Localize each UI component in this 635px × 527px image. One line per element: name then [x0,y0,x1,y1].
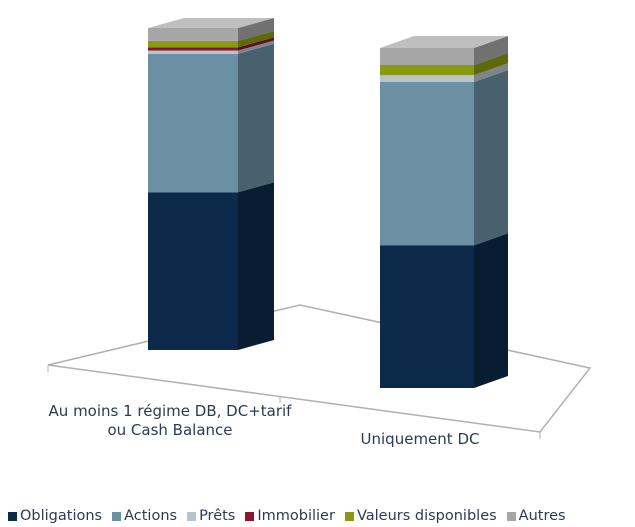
bar-segment [148,40,238,48]
bar-segment-side [474,233,508,388]
bar-segment-side [238,18,274,41]
legend-label: Immobilier [257,508,335,524]
legend-label: Autres [518,508,566,524]
legend-item: Obligations [8,508,102,524]
legend-label: Actions [124,508,178,524]
x-tick-label: Au moins 1 régime DB, DC+tarif ou Cash B… [48,402,292,439]
bar-segment-side [474,53,508,76]
bar-segment-side [474,70,508,246]
bar-segment [380,245,474,388]
x-tick-label: Uniquement DC [360,430,480,448]
bar-segment-side [474,63,508,82]
bar-segment [148,53,238,193]
legend-item: Actions [112,508,177,524]
bar-segment-side [238,30,274,48]
bar-segment [380,82,474,246]
bar-top [148,18,274,28]
bar-segment-side [238,40,274,54]
bar-segment [380,75,474,82]
bar-segment [148,50,238,54]
plot [47,18,592,439]
bar-segment [148,47,238,51]
bar-segment-side [474,36,508,65]
legend-swatch [245,511,255,521]
bar-segment-side [238,37,274,51]
bar-top [380,36,508,48]
legend-label: Prêts [199,508,236,524]
legend-item: Valeurs disponibles [344,508,497,524]
bar-segment-side [238,43,274,193]
bar-segment [148,192,238,350]
legend-swatch [187,511,197,521]
legend: Obligations Actions Prêts Immobilier Valeurs… [8,508,633,524]
bar-segment [380,48,474,65]
bar-segment [380,65,474,76]
legend-item: Autres [506,508,566,524]
legend-item: Immobilier [245,508,335,524]
legend-label: Valeurs disponibles [356,508,497,524]
legend-item: Prêts [187,508,235,524]
legend-swatch [344,511,354,521]
legend-swatch [112,511,122,521]
bar-segment [148,28,238,41]
legend-swatch [8,511,17,521]
legend-swatch [506,511,516,521]
bar-segment-side [238,182,274,350]
legend-label: Obligations [20,508,103,524]
